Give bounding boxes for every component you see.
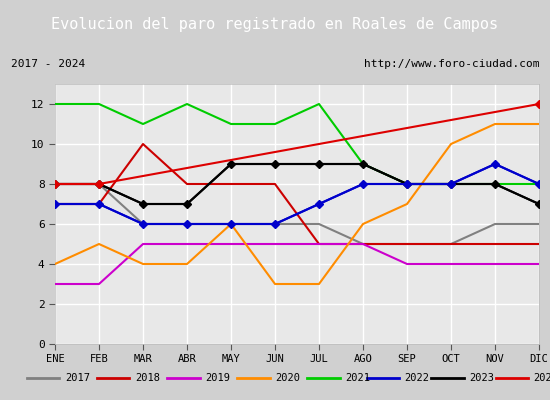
Text: 2017 - 2024: 2017 - 2024 <box>11 59 85 69</box>
Text: 2022: 2022 <box>404 373 430 383</box>
Text: Evolucion del paro registrado en Roales de Campos: Evolucion del paro registrado en Roales … <box>52 16 498 32</box>
Text: 2023: 2023 <box>469 373 494 383</box>
Text: 2017: 2017 <box>65 373 90 383</box>
Text: 2018: 2018 <box>135 373 160 383</box>
Text: 2020: 2020 <box>275 373 300 383</box>
Text: 2024: 2024 <box>534 373 550 383</box>
Text: 2021: 2021 <box>345 373 370 383</box>
Text: http://www.foro-ciudad.com: http://www.foro-ciudad.com <box>364 59 539 69</box>
Text: 2019: 2019 <box>205 373 230 383</box>
